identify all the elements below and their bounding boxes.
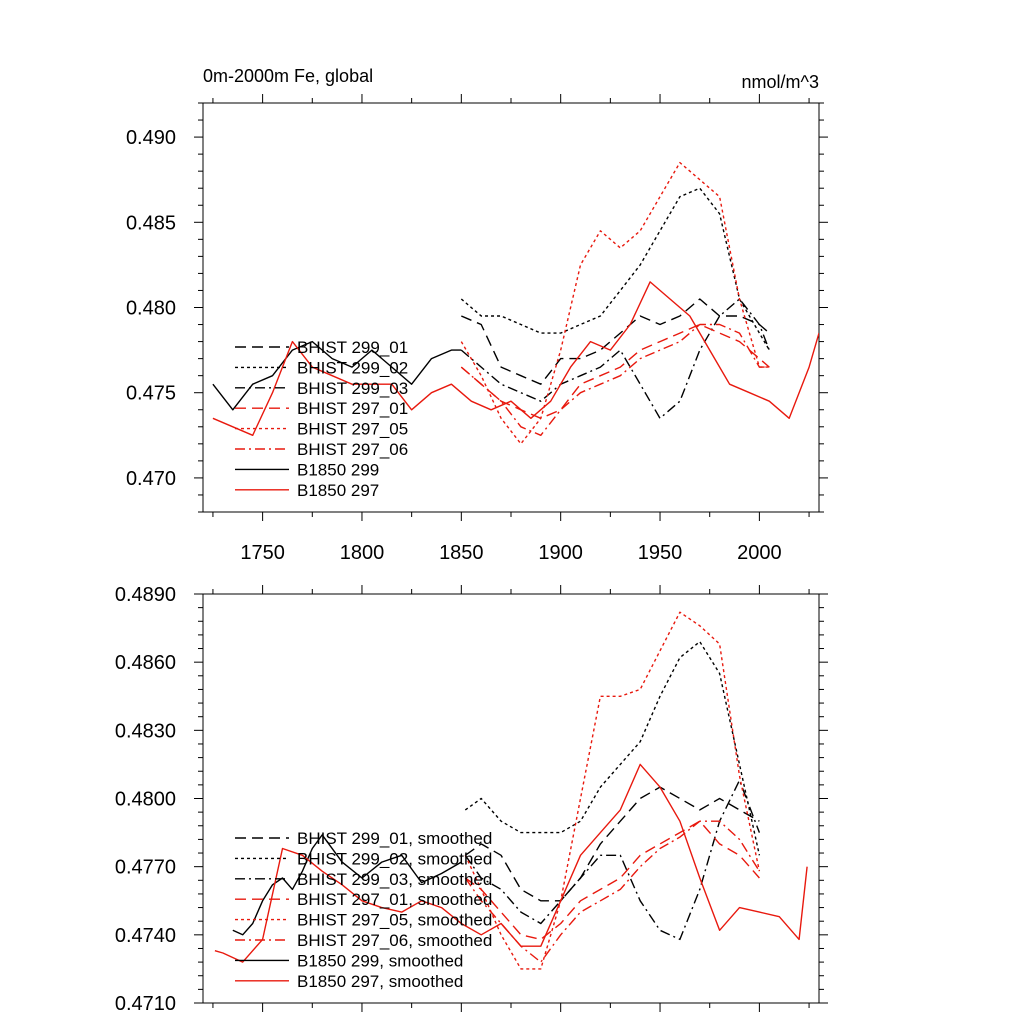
legend-label: BHIST 299_01 xyxy=(297,338,408,357)
series-line xyxy=(461,298,770,385)
legend-label: BHIST 297_06 xyxy=(297,440,408,459)
legend-label: BHIST 299_02 xyxy=(297,358,408,377)
series-line xyxy=(232,834,462,936)
y-tick-label: 0.4740 xyxy=(115,925,176,947)
y-tick-label: 0.470 xyxy=(126,468,176,490)
x-tick-label: 1800 xyxy=(340,542,385,564)
series-lines xyxy=(212,161,819,445)
series-line xyxy=(464,820,760,941)
series-lines xyxy=(214,611,808,970)
legend-label: B1850 297 xyxy=(297,481,379,500)
y-tick-label: 0.4860 xyxy=(115,652,176,674)
y-tick-label: 0.480 xyxy=(126,298,176,320)
y-tick-label: 0.475 xyxy=(126,383,176,405)
series-line xyxy=(214,763,808,963)
legend-label: BHIST 297_05, smoothed xyxy=(297,911,492,930)
series-line xyxy=(460,161,770,445)
series-line xyxy=(212,340,462,411)
chart-title: 0m-2000m Fe, global xyxy=(203,66,373,86)
legend-label: BHIST 297_01 xyxy=(297,399,408,418)
y-tick-label: 0.4890 xyxy=(115,584,176,606)
legend-label: BHIST 297_06, smoothed xyxy=(297,931,492,950)
x-tick-label: 1900 xyxy=(538,542,583,564)
series-line xyxy=(460,323,770,436)
series-line xyxy=(460,323,770,419)
series-line xyxy=(464,779,761,941)
plot-frame xyxy=(202,593,820,1004)
legend-label: BHIST 299_01, smoothed xyxy=(297,829,492,848)
series-line xyxy=(464,786,760,902)
y-tick-label: 0.490 xyxy=(126,127,176,149)
legend-label: BHIST 297_01, smoothed xyxy=(297,890,492,909)
series-line xyxy=(212,281,819,436)
y-tick-label: 0.4800 xyxy=(115,789,176,811)
x-tick-label: 1850 xyxy=(439,542,484,564)
legend-label: BHIST 299_03, smoothed xyxy=(297,870,492,889)
series-line xyxy=(464,611,761,970)
bottom-plot-area: 0.4710 0.4740 0.4770 0.4800 0.4830 0.4860 0.48… xyxy=(115,584,828,1015)
y-tick-label: 0.4710 xyxy=(115,993,176,1015)
y-tick-label: 0.4830 xyxy=(115,720,176,742)
series-line xyxy=(464,641,761,856)
series-line xyxy=(460,187,770,351)
series-line xyxy=(464,820,760,963)
legend-label: B1850 299, smoothed xyxy=(297,951,463,970)
x-tick-label: 1950 xyxy=(638,542,683,564)
bottom-chart: 0.4710 0.4740 0.4770 0.4800 0.4830 0.4860 0.48… xyxy=(115,584,828,1015)
legend-label: BHIST 299_03 xyxy=(297,379,408,398)
series-line xyxy=(460,298,770,419)
y-tick-label: 0.485 xyxy=(126,212,176,234)
plot-frame xyxy=(202,102,820,513)
legend-label: B1850 297, smoothed xyxy=(297,972,463,991)
legend-label: B1850 299 xyxy=(297,460,379,479)
units-label: nmol/m^3 xyxy=(742,72,819,92)
x-tick-label: 1750 xyxy=(240,542,285,564)
legend-label: BHIST 297_05 xyxy=(297,420,408,439)
top-plot-area: 1750 1800 1850 1900 1950 2000 0.470 0.475 0.480 0… xyxy=(126,94,828,564)
top-chart: 0m-2000m Fe, global nmol/m^3 1750 1800 185… xyxy=(126,66,828,564)
y-tick-label: 0.4770 xyxy=(115,857,176,879)
legend-label: BHIST 299_02, smoothed xyxy=(297,849,492,868)
x-tick-label: 2000 xyxy=(737,542,782,564)
